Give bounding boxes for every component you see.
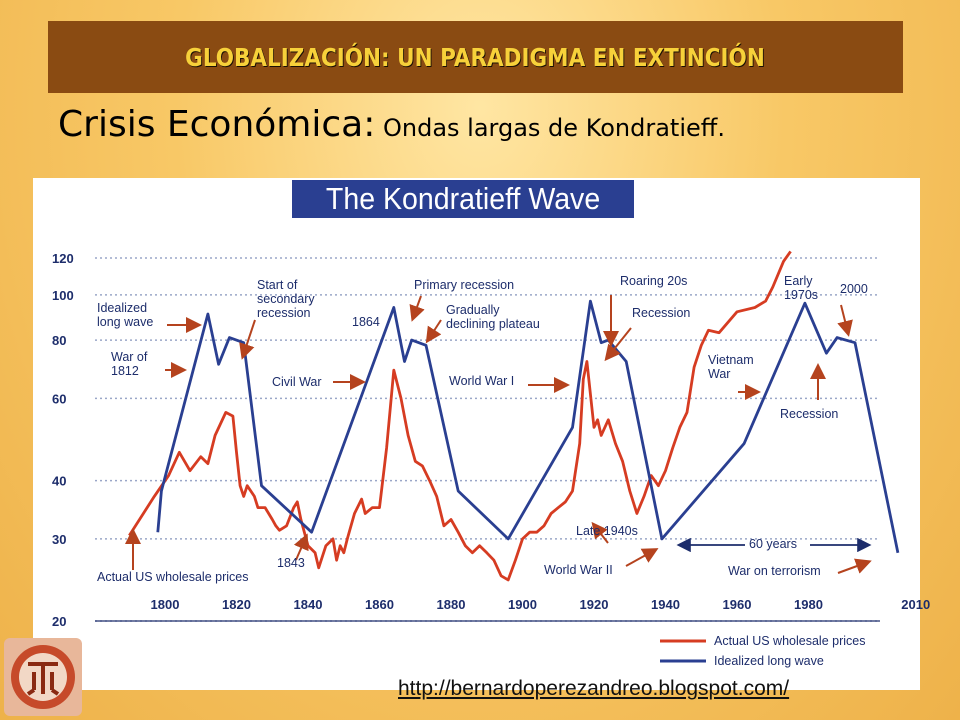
kondratieff-logo-icon — [4, 638, 82, 716]
chart-panel — [33, 178, 920, 690]
ann-recession: Recession — [632, 306, 690, 320]
y-tick-label: 100 — [52, 288, 74, 303]
ann-roaring-20s: Roaring 20s — [620, 274, 687, 288]
title-banner: GLOBALIZACIÓN: UN PARADIGMA EN EXTINCIÓN — [48, 21, 903, 93]
x-tick-label: 1840 — [294, 597, 323, 612]
y-tick-label: 80 — [52, 333, 66, 348]
slide-title: GLOBALIZACIÓN: UN PARADIGMA EN EXTINCIÓN — [185, 42, 766, 72]
ann-actual-wholesale: Actual US wholesale prices — [97, 570, 248, 584]
ann-war-of-1812: War of 1812 — [111, 350, 148, 378]
annotation-arrow — [293, 533, 309, 561]
ann-primary-recession: Primary recession — [414, 278, 514, 292]
y-tick-label: 40 — [52, 474, 66, 489]
annotation-arrow — [239, 319, 256, 360]
annotation-arrow — [837, 304, 853, 337]
x-tick-label: 1920 — [580, 597, 609, 612]
ann-late-1940s: Late 1940s — [576, 524, 638, 538]
series-idealized-wave — [156, 299, 900, 554]
y-tick-label: 60 — [52, 391, 66, 406]
x-tick-label: 1960 — [723, 597, 752, 612]
y-tick-label: 20 — [52, 614, 66, 629]
y-tick-label: 120 — [52, 251, 74, 266]
ann-60-years: 60 years — [749, 537, 797, 551]
x-tick-label: 1900 — [508, 597, 537, 612]
ann-vietnam-war: Vietnam War — [708, 353, 754, 381]
annotation-arrow — [409, 295, 425, 322]
ann-1843: 1843 — [277, 556, 305, 570]
ann-idealized-long-wave: Idealized long wave — [97, 301, 153, 329]
x-tick-label: 1980 — [794, 597, 823, 612]
annotation-arrow — [837, 558, 872, 574]
ann-world-war-ii: World War II — [544, 563, 613, 577]
ann-start-secondary-recession: Start of secondary recession — [257, 278, 315, 320]
legend-label: Idealized long wave — [714, 654, 824, 668]
annotation-arrow — [591, 521, 609, 544]
x-tick-label: 1940 — [651, 597, 680, 612]
ann-recession-2: Recession — [780, 407, 838, 421]
x-tick-label: 2010 — [901, 597, 930, 612]
ann-world-war-i: World War I — [449, 374, 514, 388]
ann-1864: 1864 — [352, 315, 380, 329]
subtitle-main: Crisis Económica: — [58, 104, 376, 145]
annotations: Idealized long wave War of 1812 Start of seco… — [97, 274, 868, 584]
x-tick-label: 1820 — [222, 597, 251, 612]
annotation-arrow — [625, 548, 659, 567]
ann-war-on-terrorism: War on terrorism — [728, 564, 821, 578]
x-tick-label: 1800 — [151, 597, 180, 612]
y-tick-label: 30 — [52, 532, 66, 547]
chart-title: The Kondratieff Wave — [325, 181, 601, 216]
annotation-arrow — [604, 327, 632, 362]
x-tick-label: 1880 — [437, 597, 466, 612]
slide-subtitle: Crisis Económica: Ondas largas de Kondra… — [58, 104, 725, 145]
legend-label: Actual US wholesale prices — [714, 634, 865, 648]
x-tick-label: 1860 — [365, 597, 394, 612]
series — [128, 250, 900, 582]
legend: Actual US wholesale prices Idealized long… — [660, 634, 865, 668]
blog-url-link[interactable]: http://bernardoperezandreo.blogspot.com/ — [398, 677, 790, 700]
ann-civil-war: Civil War — [272, 375, 322, 389]
subtitle-detail: Ondas largas de Kondratieff. — [375, 114, 725, 142]
ann-early-1970s: Early 1970s — [784, 274, 818, 302]
ann-2000: 2000 — [840, 282, 868, 296]
axes: 20 30 40 60 80 100 120 1800 1820 1840 1860 1880 1900… — [52, 251, 930, 629]
annotation-arrow — [425, 319, 442, 344]
chart-title-box: The Kondratieff Wave — [292, 180, 634, 218]
series-actual-prices — [128, 250, 792, 582]
annotation-arrows — [125, 295, 872, 574]
ann-gradually-declining-plateau: Gradually declining plateau — [446, 303, 540, 331]
